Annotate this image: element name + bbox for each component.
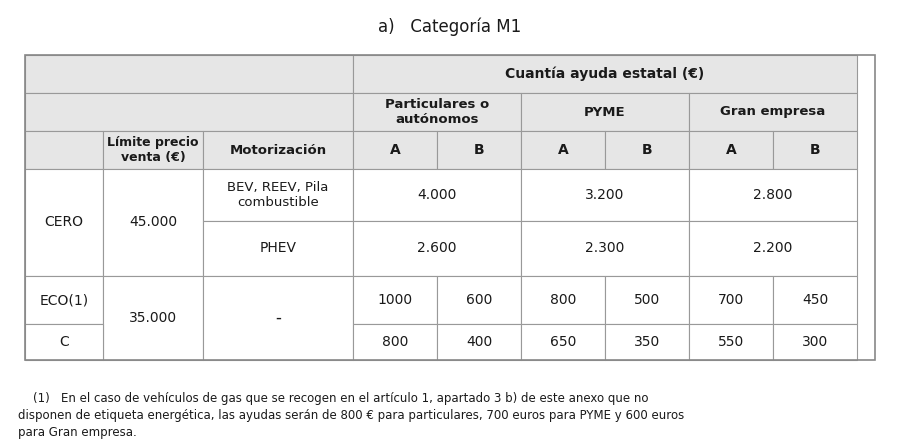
Text: Particulares o
autónomos: Particulares o autónomos bbox=[385, 98, 489, 126]
Bar bbox=[689, 276, 773, 324]
Bar bbox=[773, 276, 857, 324]
Text: 700: 700 bbox=[718, 293, 744, 307]
Bar bbox=[25, 324, 103, 360]
Text: 35.000: 35.000 bbox=[129, 311, 177, 325]
Text: B: B bbox=[810, 143, 820, 157]
Text: 550: 550 bbox=[718, 335, 744, 349]
Bar bbox=[521, 221, 689, 276]
Text: 3.200: 3.200 bbox=[585, 188, 625, 202]
Bar bbox=[521, 324, 605, 360]
Text: 300: 300 bbox=[802, 335, 828, 349]
Bar bbox=[103, 131, 203, 169]
Bar bbox=[25, 276, 103, 324]
Text: B: B bbox=[473, 143, 484, 157]
Text: CERO: CERO bbox=[44, 215, 84, 230]
Text: ECO(1): ECO(1) bbox=[40, 293, 88, 307]
Bar bbox=[773, 131, 857, 169]
Bar bbox=[203, 169, 353, 221]
Text: Cuantía ayuda estatal (€): Cuantía ayuda estatal (€) bbox=[506, 67, 705, 81]
Bar bbox=[689, 324, 773, 360]
Text: A: A bbox=[390, 143, 400, 157]
Bar bbox=[689, 221, 857, 276]
Bar bbox=[25, 55, 875, 360]
Text: (1)   En el caso de vehículos de gas que se recogen en el artículo 1, apartado 3: (1) En el caso de vehículos de gas que s… bbox=[18, 392, 684, 439]
Bar bbox=[353, 324, 437, 360]
Text: 500: 500 bbox=[634, 293, 660, 307]
Text: C: C bbox=[59, 335, 69, 349]
Text: 4.000: 4.000 bbox=[418, 188, 456, 202]
Bar bbox=[353, 93, 521, 131]
Bar bbox=[605, 131, 689, 169]
Bar bbox=[521, 276, 605, 324]
Bar bbox=[437, 324, 521, 360]
Text: 2.800: 2.800 bbox=[753, 188, 793, 202]
Text: 450: 450 bbox=[802, 293, 828, 307]
Bar bbox=[25, 131, 103, 169]
Bar bbox=[437, 131, 521, 169]
Bar bbox=[689, 169, 857, 221]
Bar bbox=[773, 324, 857, 360]
Text: 400: 400 bbox=[466, 335, 492, 349]
Text: BEV, REEV, Pila
combustible: BEV, REEV, Pila combustible bbox=[228, 181, 328, 209]
Text: 650: 650 bbox=[550, 335, 576, 349]
Bar bbox=[25, 93, 353, 131]
Bar bbox=[605, 276, 689, 324]
Bar bbox=[437, 276, 521, 324]
Bar bbox=[353, 169, 521, 221]
Text: B: B bbox=[642, 143, 652, 157]
Text: PHEV: PHEV bbox=[259, 242, 296, 255]
Bar bbox=[25, 169, 103, 276]
Text: a)   Categoría M1: a) Categoría M1 bbox=[378, 18, 522, 36]
Bar bbox=[103, 169, 203, 276]
Text: A: A bbox=[558, 143, 569, 157]
Bar bbox=[521, 93, 689, 131]
Text: 800: 800 bbox=[550, 293, 576, 307]
Bar bbox=[353, 276, 437, 324]
Bar bbox=[353, 221, 521, 276]
Text: PYME: PYME bbox=[584, 105, 626, 118]
Text: 800: 800 bbox=[382, 335, 409, 349]
Text: 600: 600 bbox=[466, 293, 492, 307]
Text: 45.000: 45.000 bbox=[129, 215, 177, 230]
Text: A: A bbox=[725, 143, 736, 157]
Bar bbox=[353, 55, 857, 93]
Bar bbox=[203, 221, 353, 276]
Bar bbox=[203, 276, 353, 360]
Bar bbox=[521, 169, 689, 221]
Bar bbox=[103, 276, 203, 360]
Text: 350: 350 bbox=[634, 335, 660, 349]
Bar bbox=[25, 55, 353, 93]
Bar bbox=[605, 324, 689, 360]
Text: Motorización: Motorización bbox=[230, 143, 327, 157]
Text: 1000: 1000 bbox=[377, 293, 412, 307]
Text: 2.300: 2.300 bbox=[585, 242, 625, 255]
Text: 2.600: 2.600 bbox=[418, 242, 456, 255]
Text: Límite precio
venta (€): Límite precio venta (€) bbox=[107, 136, 199, 164]
Bar bbox=[689, 93, 857, 131]
Text: -: - bbox=[275, 309, 281, 327]
Bar bbox=[203, 131, 353, 169]
Text: 2.200: 2.200 bbox=[753, 242, 793, 255]
Bar bbox=[353, 131, 437, 169]
Bar bbox=[521, 131, 605, 169]
Text: Gran empresa: Gran empresa bbox=[720, 105, 825, 118]
Bar bbox=[689, 131, 773, 169]
